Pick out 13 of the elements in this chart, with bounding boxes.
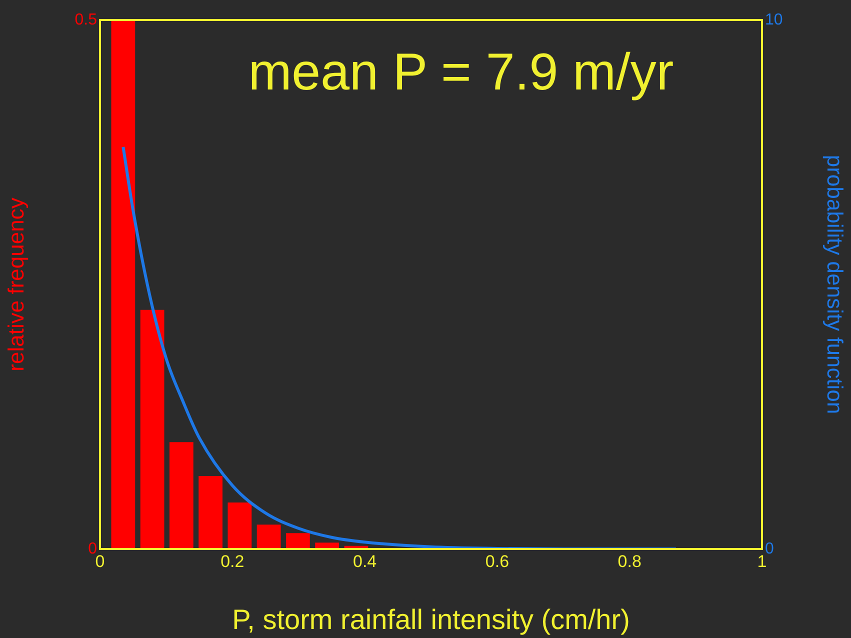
line-series xyxy=(122,145,678,549)
y2-tick-label: 10 xyxy=(765,11,783,28)
x-tick-label: 0.4 xyxy=(352,552,377,571)
x-tick-label: 0.6 xyxy=(485,552,510,571)
x-tick-label: 0.8 xyxy=(618,552,642,571)
x-axis-title: P, storm rainfall intensity (cm/hr) xyxy=(232,604,630,635)
x-tick-label: 0.2 xyxy=(220,552,244,571)
y2-axis-title: probability density function xyxy=(822,154,848,414)
y2-tick-label: 0 xyxy=(765,540,774,558)
annotation: mean P = 7.9 m/yr xyxy=(248,43,674,102)
x-tick-label: 1 xyxy=(757,552,767,571)
y-axis-title: relative frequency xyxy=(3,198,28,372)
y-tick-label: 0.5 xyxy=(74,11,98,28)
